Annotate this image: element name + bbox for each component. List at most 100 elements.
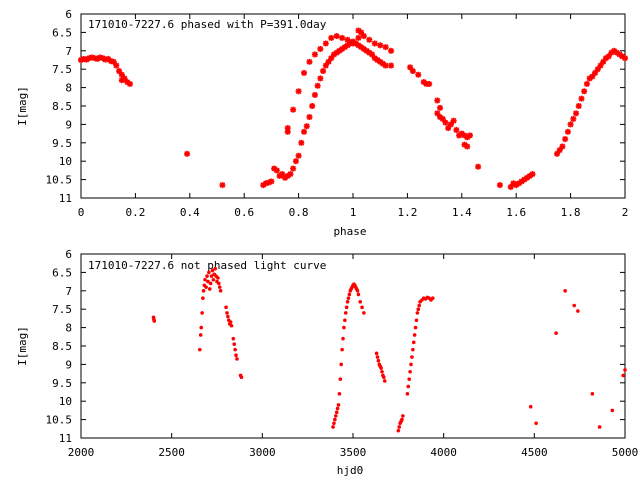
phased-ytick-label: 10 [59, 155, 72, 168]
phased-data-point [314, 82, 321, 89]
phased-data-point [426, 80, 433, 87]
phased-data-point [322, 40, 329, 47]
phased-ytick-label: 11 [59, 192, 72, 205]
unphased-data-point [362, 311, 366, 315]
unphased-data-point [563, 289, 567, 293]
phased-data-point [475, 163, 482, 170]
phased-data-point [567, 121, 574, 128]
unphased-xtick-label: 4500 [521, 446, 548, 459]
unphased-data-point [415, 311, 420, 315]
unphased-data-point [380, 369, 384, 374]
phased-data-point [388, 47, 395, 54]
phased-chart-xlabel: phase [333, 225, 366, 238]
phased-data-point [355, 34, 362, 41]
phased-data-point [328, 34, 335, 41]
unphased-data-point [204, 285, 208, 289]
unphased-xtick-label: 3500 [340, 446, 367, 459]
phased-xtick-label: 0.6 [234, 206, 254, 219]
phased-ytick-label: 8 [65, 82, 72, 95]
unphased-data-point [341, 336, 345, 341]
unphased-ytick-label: 8 [65, 322, 72, 335]
unphased-data-point [333, 414, 338, 418]
unphased-data-point [413, 325, 418, 330]
phased-data-point [320, 68, 327, 75]
unphased-data-point [396, 428, 401, 433]
unphased-data-point [343, 311, 348, 315]
unphased-data-point [216, 276, 220, 280]
unphased-data-point [412, 333, 417, 337]
phased-data-point [578, 95, 585, 102]
unphased-data-point [411, 340, 416, 345]
unphased-data-point [207, 287, 212, 291]
phased-xtick-label: 1.8 [561, 206, 581, 219]
unphased-data-point [228, 320, 233, 324]
unphased-data-point [343, 318, 347, 323]
phased-ytick-label: 9.5 [52, 137, 72, 150]
unphased-data-point [347, 292, 352, 297]
unphased-ytick-label: 10.5 [46, 414, 73, 427]
unphased-data-point [597, 425, 602, 429]
phased-data-point [570, 115, 577, 122]
unphased-data-point [201, 289, 206, 293]
unphased-data-point [198, 333, 203, 337]
unphased-data-point [335, 406, 340, 411]
phased-data-point [287, 171, 294, 178]
phased-chart-title: 171010-7227.6 phased with P=391.0day [88, 18, 327, 31]
unphased-data-point [534, 421, 538, 426]
phased-xtick-label: 1.4 [452, 206, 472, 219]
unphased-data-point [572, 303, 577, 308]
unphased-data-point [410, 355, 414, 359]
unphased-ytick-label: 7 [65, 285, 72, 298]
phased-data-point [529, 171, 536, 178]
phased-data-point [301, 69, 308, 76]
unphased-data-point [239, 375, 244, 380]
phased-data-point [382, 44, 389, 51]
unphased-data-point [408, 369, 412, 374]
unphased-data-point [338, 377, 343, 381]
phased-data-point [442, 119, 449, 126]
phased-data-point [273, 167, 280, 174]
phased-data-point [328, 55, 335, 62]
unphased-chart-frame [80, 253, 626, 439]
unphased-data-point [200, 311, 204, 315]
phased-xtick-label: 0.4 [180, 206, 200, 219]
phased-data-point [583, 80, 590, 87]
unphased-data-point [621, 373, 625, 378]
unphased-data-point [358, 300, 363, 304]
phased-data-point [415, 71, 422, 78]
phased-data-point [219, 182, 226, 189]
phased-xtick-label: 1.2 [397, 206, 417, 219]
phased-data-point [573, 110, 580, 117]
unphased-ytick-label: 6.5 [52, 266, 72, 279]
phased-data-point [295, 152, 302, 159]
unphased-data-point [337, 392, 342, 396]
phased-ytick-label: 10.5 [46, 174, 73, 187]
unphased-data-point [528, 404, 533, 409]
phased-xtick-label: 1 [350, 206, 357, 219]
phased-data-point [622, 55, 628, 62]
phased-data-point [581, 88, 588, 95]
unphased-data-point [224, 305, 228, 310]
phased-data-point [113, 62, 120, 69]
unphased-xtick-label: 2500 [158, 446, 185, 459]
phased-data-point [450, 117, 457, 124]
phased-data-point [453, 126, 460, 133]
unphased-data-point [333, 417, 337, 422]
phased-data-point [306, 58, 313, 65]
unphased-data-point [345, 300, 350, 304]
unphased-xtick-label: 2000 [68, 446, 95, 459]
phased-ytick-label: 9 [65, 118, 72, 131]
unphased-data-point [332, 421, 336, 426]
unphased-data-point [226, 314, 230, 319]
unphased-data-point [414, 318, 419, 323]
unphased-data-point [405, 392, 410, 396]
unphased-data-point [623, 368, 627, 372]
unphased-data-point [232, 342, 237, 346]
unphased-data-point [360, 305, 364, 310]
unphased-chart-panel: 2000 2500 3000 3500 4000 4500 5000 6 6.5 7 7.5 8 8.5… [16, 248, 638, 477]
unphased-data-point [208, 281, 213, 286]
unphased-data-point [407, 377, 412, 381]
unphased-data-point [342, 325, 346, 330]
unphased-data-point [610, 408, 615, 413]
